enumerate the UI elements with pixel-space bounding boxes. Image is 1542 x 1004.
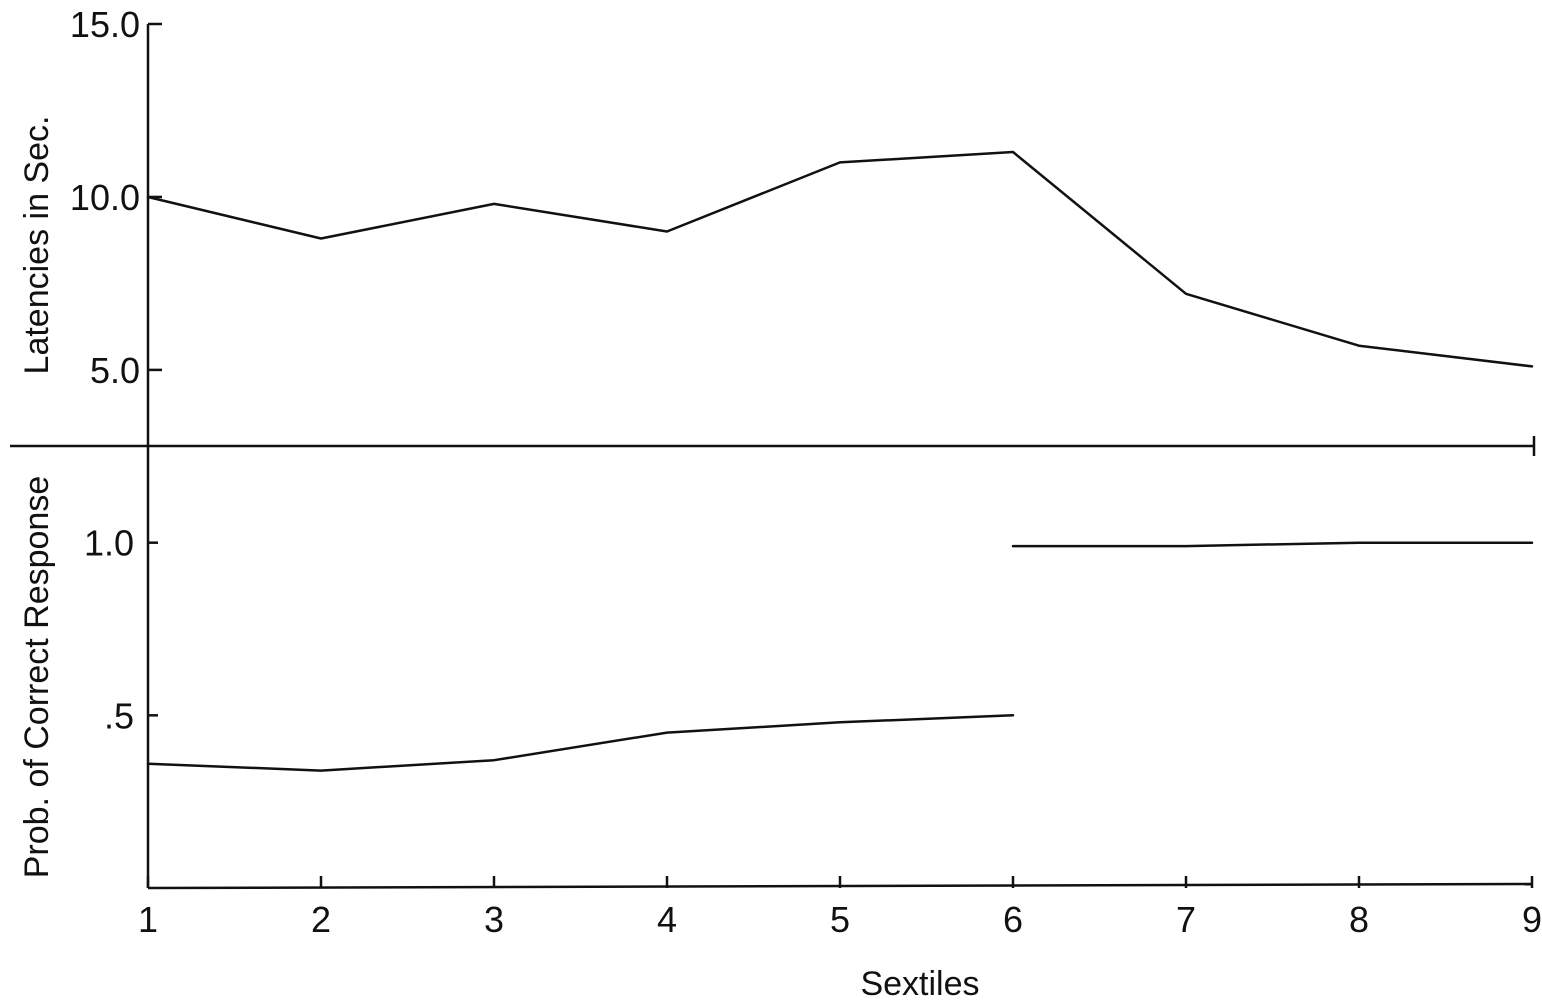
x-tick-label: 2 bbox=[311, 899, 331, 940]
x-tick-label: 1 bbox=[138, 899, 158, 940]
x-tick-label: 7 bbox=[1176, 899, 1196, 940]
probability-y-tick-label: 1.0 bbox=[84, 523, 134, 564]
sextiles-x-axis-title: Sextiles bbox=[860, 965, 979, 1003]
x-tick-label: 9 bbox=[1522, 899, 1542, 940]
probability-y-tick-label: .5 bbox=[104, 695, 134, 736]
probability-y-ticks: .5 1.0 bbox=[84, 523, 158, 736]
probability-panel: .5 1.0 1 2 3 4 5 6 7 8 9 Prob. of Correct Respons… bbox=[18, 446, 1542, 1003]
latency-y-tick-label: 10.0 bbox=[70, 177, 140, 218]
x-tick-label: 4 bbox=[657, 899, 677, 940]
latency-series-line bbox=[146, 150, 1534, 368]
latency-y-ticks: 5.0 10.0 15.0 bbox=[70, 4, 162, 391]
latency-panel: 5.0 10.0 15.0 Latencies in Sec. bbox=[10, 4, 1536, 456]
latency-y-tick-label: 15.0 bbox=[70, 4, 140, 45]
x-tick-label: 3 bbox=[484, 899, 504, 940]
probability-series-segment bbox=[146, 714, 1015, 772]
probability-series-segment bbox=[1011, 541, 1534, 548]
latency-series bbox=[146, 150, 1534, 368]
x-tick-label: 6 bbox=[1003, 899, 1023, 940]
latency-y-tick-label: 5.0 bbox=[90, 350, 140, 391]
probability-series bbox=[146, 541, 1534, 772]
latency-y-axis-title: Latencies in Sec. bbox=[18, 116, 56, 375]
x-tick-label: 8 bbox=[1349, 899, 1369, 940]
probability-y-axis-title: Prob. of Correct Response bbox=[18, 476, 56, 879]
sextiles-x-ticks: 1 2 3 4 5 6 7 8 9 bbox=[138, 876, 1542, 940]
x-tick-label: 5 bbox=[830, 899, 850, 940]
